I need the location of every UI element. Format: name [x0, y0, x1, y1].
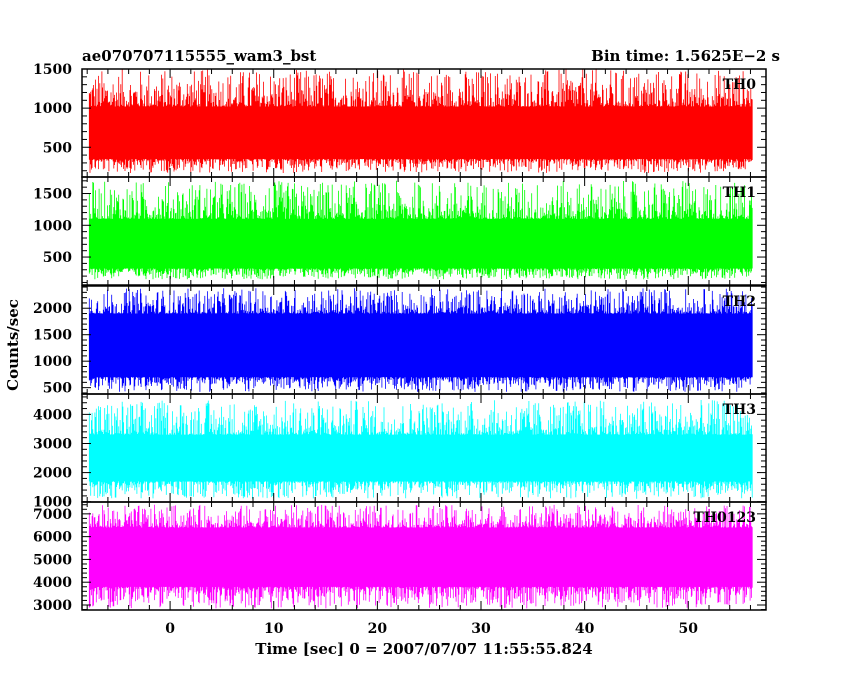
- panel-label-th0: TH0: [723, 77, 757, 93]
- panel-label-th1: TH1: [723, 185, 756, 201]
- y-tick-label: 1000: [33, 354, 72, 370]
- x-axis-label: Time [sec] 0 = 2007/07/07 11:55:55.824: [255, 640, 592, 658]
- series-line-th0: [88, 69, 753, 173]
- panel-th3: 1000 2000 3000 4000 TH3: [33, 393, 767, 511]
- x-tick-label: 0: [165, 621, 175, 637]
- panel-th0123: 3000 4000 5000 6000 7000 TH0123: [33, 501, 767, 614]
- y-tick-label: 7000: [33, 507, 72, 523]
- x-tick-label: 30: [471, 621, 491, 637]
- y-tick-label: 500: [43, 381, 72, 397]
- y-tick-label: 1500: [33, 328, 72, 344]
- x-tick-label: 50: [679, 621, 699, 637]
- y-tick-label: 500: [43, 250, 72, 266]
- x-tick-label: 20: [368, 621, 388, 637]
- panel-label-th2: TH2: [723, 294, 756, 310]
- x-tick-label: 10: [264, 621, 284, 637]
- series-line-th0123: [88, 504, 753, 609]
- y-tick-label: 1500: [33, 62, 72, 78]
- y-tick-label: 2000: [33, 301, 72, 317]
- y-tick-label: 1000: [33, 495, 72, 511]
- y-tick-label: 1500: [33, 187, 72, 203]
- panel-label-th3: TH3: [723, 402, 756, 418]
- panel-th1: 500 1000 1500 TH1: [33, 176, 767, 286]
- series-line-th2: [88, 288, 753, 392]
- series-line-th1: [88, 180, 753, 280]
- panel-frame: [81, 501, 767, 611]
- panel-th0: 500 1000 1500 TH0: [33, 62, 767, 178]
- y-tick-label: 500: [43, 140, 72, 156]
- y-tick-label: 5000: [33, 552, 72, 568]
- y-tick-label: 3000: [33, 598, 72, 614]
- y-tick-label: 4000: [33, 575, 72, 591]
- y-tick-label: 1000: [33, 101, 72, 117]
- y-tick-label: 2000: [33, 466, 72, 482]
- y-axis-label: Counts/sec: [4, 299, 22, 391]
- panels-group: 500 1000 1500 TH0 500 1000 1500 TH1 500 1000 1500 2…: [33, 62, 767, 614]
- x-tick-label: 40: [575, 621, 595, 637]
- panel-label-th0123: TH0123: [693, 510, 756, 526]
- series-line-th3: [88, 400, 753, 499]
- bin-time-label: Bin time: 1.5625E−2 s: [591, 47, 780, 65]
- panel-th2: 500 1000 1500 2000 TH2: [33, 285, 767, 397]
- y-tick-label: 4000: [33, 407, 72, 423]
- y-tick-label: 3000: [33, 436, 72, 452]
- y-tick-label: 1000: [33, 218, 72, 234]
- x-axis: 0 10 20 30 40 50: [165, 621, 698, 637]
- chart-title: ae070707115555_wam3_bst: [82, 47, 316, 65]
- panel-frame: [81, 176, 767, 286]
- y-tick-label: 6000: [33, 530, 72, 546]
